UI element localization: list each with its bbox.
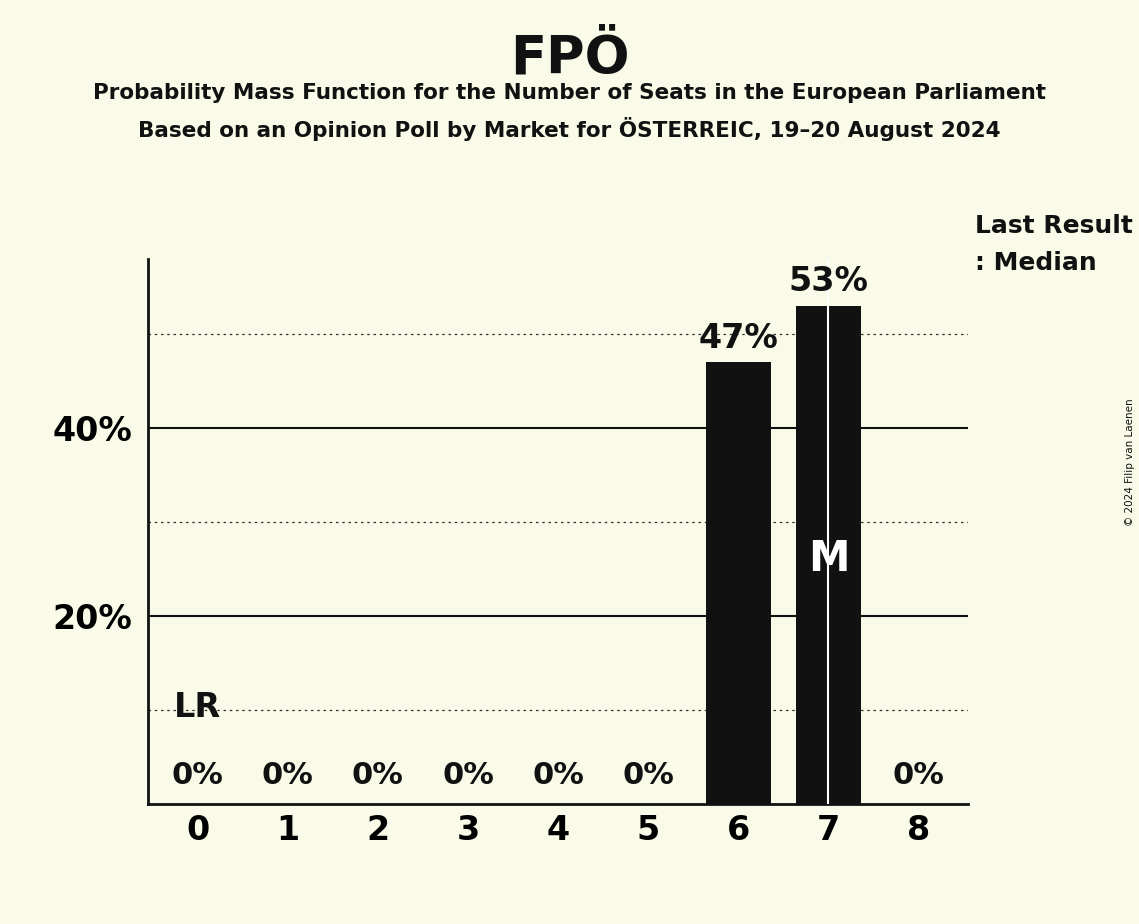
Text: 0%: 0% xyxy=(352,760,404,790)
Text: M: M xyxy=(808,539,850,580)
Text: FPÖ: FPÖ xyxy=(510,32,629,84)
Text: : Median: : Median xyxy=(975,251,1097,275)
Text: 53%: 53% xyxy=(788,265,868,298)
Text: 0%: 0% xyxy=(893,760,944,790)
Text: 0%: 0% xyxy=(622,760,674,790)
Text: 0%: 0% xyxy=(172,760,223,790)
Text: 0%: 0% xyxy=(532,760,584,790)
Text: 0%: 0% xyxy=(442,760,494,790)
Text: LR: LR xyxy=(174,691,221,724)
Bar xyxy=(796,306,861,804)
Text: Probability Mass Function for the Number of Seats in the European Parliament: Probability Mass Function for the Number… xyxy=(93,83,1046,103)
Bar xyxy=(706,362,771,804)
Text: 47%: 47% xyxy=(698,322,778,355)
Text: © 2024 Filip van Laenen: © 2024 Filip van Laenen xyxy=(1125,398,1134,526)
Text: Based on an Opinion Poll by Market for ÖSTERREIC, 19–20 August 2024: Based on an Opinion Poll by Market for Ö… xyxy=(138,117,1001,141)
Text: 0%: 0% xyxy=(262,760,313,790)
Text: Last Result: Last Result xyxy=(975,214,1133,238)
